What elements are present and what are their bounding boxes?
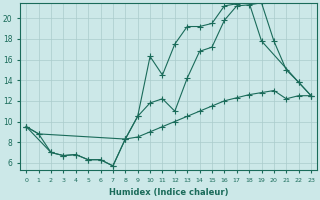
X-axis label: Humidex (Indice chaleur): Humidex (Indice chaleur) [109, 188, 228, 197]
